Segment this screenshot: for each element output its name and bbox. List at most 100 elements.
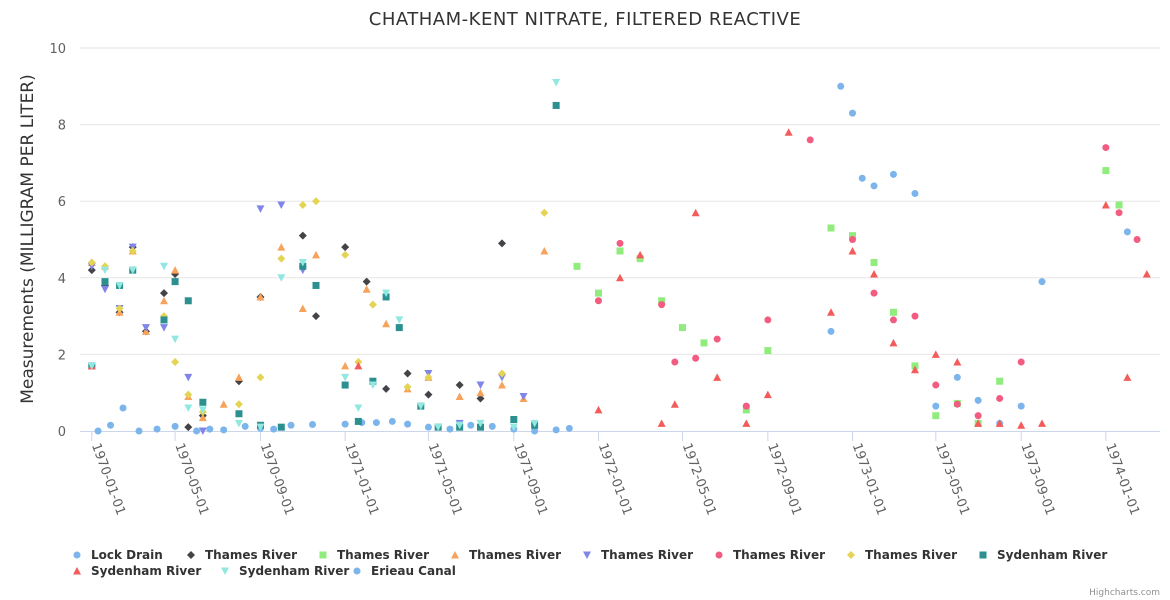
data-point [159, 324, 168, 332]
data-point [616, 247, 624, 255]
data-point [128, 246, 137, 255]
data-point [171, 422, 179, 430]
data-point [159, 296, 168, 305]
data-point [510, 416, 518, 424]
legend-item[interactable]: Thames River [187, 548, 297, 562]
legend-item[interactable]: Thames River [583, 548, 693, 562]
data-point [372, 419, 380, 427]
data-point [234, 373, 243, 381]
data-point [382, 289, 391, 298]
legend-marker [73, 551, 81, 559]
legend-marker [187, 551, 195, 559]
data-point [889, 316, 897, 324]
legend-item[interactable]: Sydenham River [73, 564, 201, 578]
data-point [341, 381, 349, 389]
data-point [184, 404, 193, 413]
y-axis-ticks: 0 2 4 6 8 10 [49, 42, 66, 440]
data-point [1115, 201, 1123, 209]
x-tick-label: 1970-01-01 [88, 441, 128, 517]
data-point [1102, 167, 1110, 175]
data-point [827, 327, 835, 335]
legend-item[interactable]: Thames River [715, 548, 826, 562]
data-point [354, 404, 363, 413]
legend-item[interactable]: Lock Drain [73, 548, 163, 562]
y-tick-label: 4 [58, 272, 66, 287]
legend-item[interactable]: Thames River [451, 548, 561, 562]
data-point [382, 384, 391, 393]
data-point [657, 419, 666, 427]
legend-label: Sydenham River [997, 548, 1107, 562]
data-point [298, 201, 307, 210]
data-point [395, 316, 404, 324]
data-point [368, 381, 377, 390]
data-point [1017, 421, 1026, 429]
data-point [312, 281, 320, 289]
data-point [519, 393, 528, 401]
data-point [309, 420, 317, 428]
data-point [1123, 373, 1132, 381]
data-point [531, 427, 539, 435]
legend-label: Erieau Canal [371, 564, 456, 578]
y-tick-label: 6 [58, 195, 66, 210]
data-point [498, 373, 507, 382]
data-point [713, 335, 721, 343]
x-axis: 1970-01-01 1970-05-01 1970-09-01 1971-01-01… [80, 431, 1160, 517]
data-point [171, 266, 180, 274]
data-point [700, 339, 708, 347]
data-point [198, 413, 207, 422]
legend-item[interactable]: Thames River [847, 548, 957, 562]
data-point [153, 425, 161, 433]
data-point [287, 421, 295, 429]
x-tick-label: 1971-01-01 [341, 441, 381, 517]
legend-label: Thames River [205, 548, 297, 562]
legend-item[interactable]: Sydenham River [221, 564, 349, 578]
data-point [476, 381, 485, 390]
data-point [94, 427, 102, 435]
data-point [256, 292, 265, 301]
data-point [953, 400, 961, 408]
data-point [115, 304, 124, 313]
data-point [100, 285, 109, 294]
data-point [827, 224, 835, 232]
legend-marker [451, 551, 459, 559]
data-point [277, 423, 285, 431]
data-point [311, 250, 320, 259]
data-point [277, 201, 286, 210]
data-point [552, 78, 561, 87]
legend-item[interactable]: Thames River [319, 548, 430, 562]
data-point [476, 394, 485, 403]
data-point [403, 382, 412, 391]
data-point [974, 412, 982, 420]
credits-link[interactable]: Highcharts.com [1089, 588, 1160, 598]
data-point [87, 258, 96, 267]
data-point [996, 394, 1004, 402]
data-point [488, 422, 496, 430]
x-tick-label: 1972-01-01 [595, 441, 635, 517]
y-tick-label: 10 [49, 42, 66, 57]
legend-item[interactable]: Sydenham River [979, 548, 1108, 562]
legend-item[interactable]: Erieau Canal [353, 564, 456, 578]
data-point [692, 354, 700, 362]
x-tick-label: 1970-05-01 [171, 441, 211, 517]
data-point [198, 427, 207, 435]
legend-marker [221, 567, 229, 575]
data-point [806, 136, 814, 144]
data-point [848, 246, 857, 255]
legend-marker [353, 567, 361, 575]
data-point [713, 373, 722, 381]
chart-title: CHATHAM-KENT NITRATE, FILTERED REACTIVE [369, 9, 802, 30]
data-point [827, 308, 836, 316]
data-point [1017, 402, 1025, 410]
data-point [404, 420, 412, 428]
data-point [974, 419, 983, 427]
legend-label: Sydenham River [91, 564, 201, 578]
data-point [870, 182, 878, 190]
data-point [476, 388, 485, 397]
data-point [100, 266, 109, 275]
data-point [159, 262, 168, 271]
data-point [160, 316, 168, 324]
data-point [530, 419, 539, 428]
data-point [341, 361, 350, 370]
data-point [498, 381, 507, 389]
